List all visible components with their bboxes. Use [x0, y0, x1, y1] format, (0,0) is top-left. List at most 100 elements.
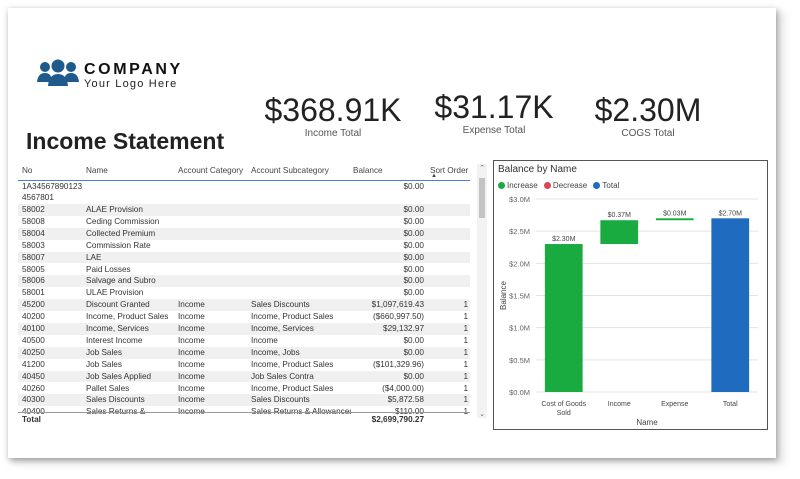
legend-decrease-label: Decrease	[552, 181, 588, 190]
column-header-balance[interactable]: Balance	[353, 166, 383, 175]
table-row[interactable]: 58005 Paid Losses $0.00	[18, 264, 470, 276]
table-row[interactable]: 40400 Sales Returns & Income Sales Returns …	[18, 406, 470, 418]
logo-tagline: Your Logo Here	[84, 78, 178, 90]
cell-subcategory: Sales Returns & Allowances	[251, 407, 351, 417]
cell-name: Pallet Sales	[86, 383, 130, 393]
table-row[interactable]: 58003 Commission Rate $0.00	[18, 240, 470, 252]
table-row[interactable]: 40260 Pallet Sales Income Income, Product S…	[18, 383, 470, 395]
table-total-row: Total $2,699,790.27	[18, 412, 470, 427]
cell-balance: ($660,997.50)	[373, 312, 424, 322]
cell-no: 58005	[22, 264, 45, 274]
cell-balance: $0.00	[403, 347, 425, 357]
kpi-cogs-total[interactable]: $2.30M COGS Total	[584, 92, 712, 139]
table-row[interactable]: 40500 Interest Income Income Income $0.00 1	[18, 335, 470, 347]
cell-sort-order: 1	[463, 324, 468, 333]
table-scrollbar[interactable]: ⌃ ⌄	[477, 164, 487, 418]
legend-item-increase[interactable]: Increase	[498, 181, 538, 190]
kpi-label: Income Total	[304, 128, 362, 139]
cell-subcategory: Income, Services	[251, 324, 314, 333]
kpi-label: Expense Total	[462, 125, 526, 136]
cell-balance: $1,097,619.43	[371, 300, 424, 310]
cell-no: 40250	[22, 347, 45, 357]
table-row[interactable]: 40200 Income, Product Sales Income Income, …	[18, 311, 470, 323]
table-row[interactable]: 40250 Job Sales Income Income, Jobs $0.00 1	[18, 346, 470, 359]
data-label: $2.70M	[719, 210, 743, 217]
table-row[interactable]: 40100 Income, Services Income Income, Servi…	[18, 323, 470, 335]
cell-sort-order: 1	[463, 347, 468, 357]
data-label: $0.03M	[663, 210, 687, 217]
cell-name: Job Sales	[86, 359, 122, 369]
cell-no: 40450	[22, 371, 45, 381]
cell-category: Income	[178, 407, 205, 417]
balance-by-name-chart[interactable]: Balance by Name Increase Decrease Total …	[493, 160, 768, 430]
table-row[interactable]: 58004 Collected Premium $0.00	[18, 227, 470, 240]
cell-balance: $0.00	[403, 182, 425, 191]
cell-no: 40100	[22, 324, 45, 333]
cell-category: Income	[178, 359, 205, 369]
income-table[interactable]: No Name Account Category Account Subcate…	[18, 160, 488, 430]
y-tick-label: $0.5M	[509, 356, 530, 365]
cell-no: 58007	[22, 252, 45, 262]
table-row[interactable]: 40450 Job Sales Applied Income Job Sales Co…	[18, 370, 470, 383]
legend-item-decrease[interactable]: Decrease	[543, 181, 588, 190]
cell-subcategory: Sales Discounts	[251, 300, 310, 310]
data-label: $0.37M	[608, 212, 632, 219]
cell-name: Sales Returns &	[86, 407, 146, 417]
table-row[interactable]: 58008 Ceding Commission $0.00	[18, 216, 470, 228]
table-row[interactable]: 45200 Discount Granted Income Sales Discoun…	[18, 299, 470, 312]
table-row[interactable]: 58007 LAE $0.00	[18, 251, 470, 264]
cell-sort-order: 1	[463, 371, 468, 381]
cell-subcategory: Income, Product Sales	[251, 383, 334, 393]
waterfall-bar	[600, 220, 639, 245]
cell-balance: $5,872.58	[387, 395, 424, 405]
cell-sort-order: 1	[463, 300, 468, 310]
column-header-sort-order[interactable]: Sort Order	[430, 166, 469, 175]
table-row[interactable]: 58001 ULAE Provision $0.00	[18, 287, 470, 299]
sort-ascending-icon: ▲	[431, 173, 437, 179]
column-header-account-category[interactable]: Account Category	[178, 166, 244, 175]
scroll-up-icon[interactable]: ⌃	[479, 165, 485, 172]
people-icon	[37, 59, 79, 86]
legend-item-total[interactable]: Total	[593, 181, 619, 190]
total-value: $2,699,790.27	[371, 415, 424, 424]
x-tick-label: Income	[608, 401, 631, 408]
table-row[interactable]: 1A34567890123 4567801 $0.00	[18, 181, 470, 204]
kpi-income-total[interactable]: $368.91K Income Total	[258, 92, 408, 139]
cell-balance: ($4,000.00)	[382, 383, 424, 393]
cell-balance: $0.00	[403, 288, 425, 298]
cell-name: Paid Losses	[86, 264, 131, 274]
cell-balance: $0.00	[403, 371, 425, 381]
cell-balance: $0.00	[403, 240, 425, 250]
table-row[interactable]: 40300 Sales Discounts Income Sales Discount…	[18, 394, 470, 407]
cell-balance: ($101,329.96)	[373, 359, 424, 369]
scroll-down-icon[interactable]: ⌄	[479, 411, 485, 418]
column-header-account-subcategory[interactable]: Account Subcategory	[251, 166, 329, 175]
table-row[interactable]: 58002 ALAE Provision $0.00	[18, 204, 470, 216]
cell-no: 58002	[22, 205, 45, 214]
kpi-expense-total[interactable]: $31.17K Expense Total	[420, 89, 568, 136]
cell-category: Income	[178, 371, 205, 381]
column-header-name[interactable]: Name	[86, 166, 108, 175]
cell-category: Income	[178, 324, 205, 333]
cell-name: Job Sales	[86, 347, 122, 357]
cell-no: 45200	[22, 300, 45, 310]
page-title: Income Statement	[26, 128, 225, 154]
cell-no: 58004	[22, 228, 45, 238]
scrollbar-thumb[interactable]	[479, 178, 485, 218]
table-row[interactable]: 58006 Salvage and Subro $0.00	[18, 275, 470, 288]
legend-decrease-dot	[543, 182, 551, 189]
total-label: Total	[22, 415, 41, 424]
y-tick-label: $3.0M	[509, 195, 530, 204]
table-row[interactable]: 41200 Job Sales Income Income, Product Sale…	[18, 359, 470, 371]
data-label: $2.30M	[552, 236, 576, 243]
column-header-no[interactable]: No	[22, 166, 33, 175]
cell-subcategory: Income, Jobs	[251, 347, 300, 357]
cell-sort-order: 1	[463, 407, 468, 417]
cell-name: LAE	[86, 252, 102, 262]
cell-balance: $0.00	[403, 228, 425, 238]
cell-category: Income	[178, 347, 205, 357]
y-tick-label: $1.5M	[509, 292, 530, 301]
cell-no: 40260	[22, 383, 45, 393]
cell-no: 40200	[22, 312, 45, 322]
cell-balance: $0.00	[403, 335, 425, 345]
